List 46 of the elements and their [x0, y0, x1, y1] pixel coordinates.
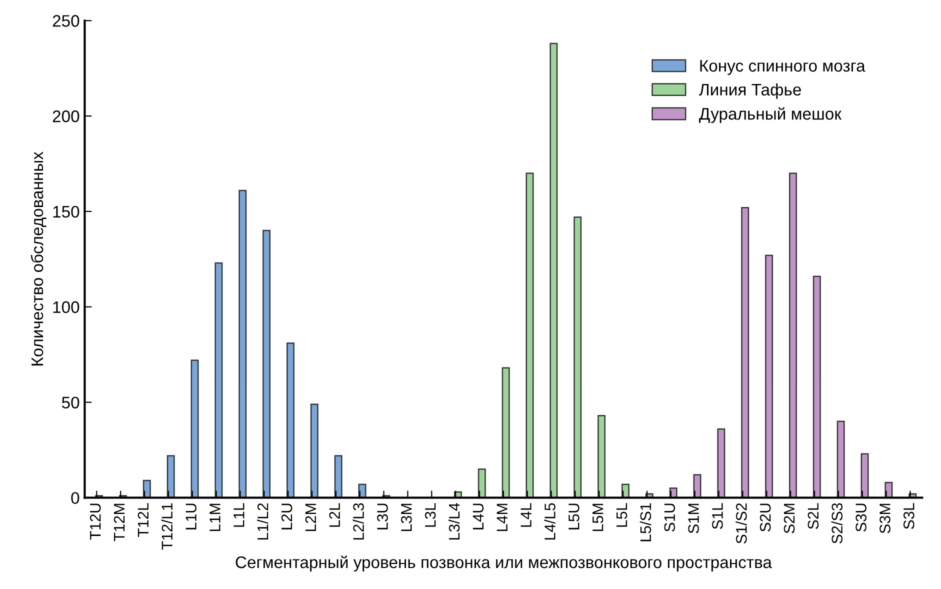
x-tick-label: S3U [856, 504, 866, 532]
x-tick-label: S1M [688, 504, 699, 534]
x-tick-label: L3/L4 [448, 503, 460, 540]
x-tick-label: S3M [880, 504, 890, 534]
x-tick-label: T12U [90, 504, 101, 540]
x-tick-label: L4L [520, 503, 532, 527]
x-tick-label: L3U [377, 504, 388, 530]
x-tick-label: L2M [305, 504, 316, 532]
x-tick-label: L2/L3 [352, 503, 364, 540]
x-tick-label: L1L [234, 503, 244, 527]
y-tick-label: 150 [53, 206, 80, 218]
x-tick-label: T12M [114, 504, 125, 542]
y-axis-title: Количество обследованных [30, 152, 46, 366]
y-tick-label: 250 [52, 15, 80, 27]
x-tick-label: S2L [808, 503, 819, 530]
x-tick-label: S2U [760, 504, 771, 532]
y-tick-label: 200 [52, 110, 80, 122]
x-tick-label: S1U [664, 504, 676, 532]
x-tick-label: L5/S1 [640, 503, 652, 542]
x-tick-label: S1L [712, 503, 723, 530]
y-tick-label: 50 [62, 396, 80, 408]
x-tick-label: L3L [424, 503, 436, 527]
x-tick-label: L1M [210, 504, 220, 532]
x-axis-title: Сегментарный уровень позвонка или межпозвонкового пространства [236, 556, 772, 572]
x-tick-label: L5M [592, 504, 604, 532]
y-tick-label: 100 [53, 301, 80, 314]
x-tick-label: L5U [568, 504, 580, 530]
x-tick-label: L5L [616, 503, 628, 527]
x-tick-label: L4/L5 [544, 503, 556, 540]
legend-label: Линия Тафье [699, 83, 801, 99]
x-tick-label: L1/L2 [257, 503, 268, 540]
legend-label: Дуральный мешок [699, 107, 842, 124]
x-tick-label: L4U [472, 504, 484, 530]
x-tick-label: L3M [401, 504, 412, 532]
y-tick-label: 0 [71, 492, 80, 504]
x-tick-label: S1/S2 [736, 503, 747, 544]
x-tick-label: T12L [138, 503, 148, 538]
x-tick-label: L4M [496, 504, 508, 532]
x-tick-label: T12/L1 [161, 503, 173, 550]
legend-label: Конус спинного мозга [700, 60, 866, 76]
x-tick-label: S2/S3 [831, 503, 843, 544]
x-tick-label: L2U [281, 504, 292, 530]
x-tick-label: L2L [329, 503, 340, 527]
x-tick-label: S3L [904, 503, 914, 530]
x-tick-label: L1U [186, 504, 196, 530]
x-tick-label: S2M [784, 504, 795, 534]
